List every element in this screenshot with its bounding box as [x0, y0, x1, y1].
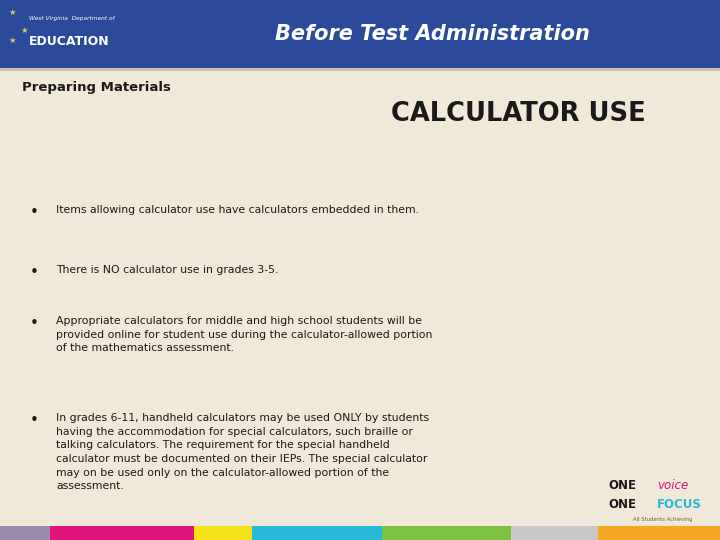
Text: Items allowing calculator use have calculators embedded in them.: Items allowing calculator use have calcu… [56, 205, 419, 215]
Text: Before Test Administration: Before Test Administration [274, 24, 590, 44]
Text: •: • [30, 316, 39, 331]
Bar [0, 526, 50, 540]
Text: FOCUS: FOCUS [657, 498, 702, 511]
Text: EDUCATION: EDUCATION [29, 35, 109, 49]
Text: ONE: ONE [608, 479, 636, 492]
Text: There is NO calculator use in grades 3-5.: There is NO calculator use in grades 3-5… [56, 265, 279, 275]
Bar [382, 526, 511, 540]
Text: CALCULATOR USE: CALCULATOR USE [391, 101, 646, 127]
Bar [50, 526, 194, 540]
Text: Appropriate calculators for middle and high school students will be
provided onl: Appropriate calculators for middle and h… [56, 316, 433, 353]
Bar [0, 0, 720, 68]
Text: ★: ★ [9, 36, 16, 45]
Text: West Virginia  Department of: West Virginia Department of [29, 16, 114, 22]
Text: ONE: ONE [608, 498, 636, 511]
Bar [511, 526, 598, 540]
Text: In grades 6-11, handheld calculators may be used ONLY by students
having the acc: In grades 6-11, handheld calculators may… [56, 413, 429, 491]
Text: All Students Achieving: All Students Achieving [633, 517, 692, 522]
Bar [0, 71, 720, 526]
Bar [598, 526, 720, 540]
Text: ★: ★ [9, 8, 16, 17]
Text: •: • [30, 265, 39, 280]
Bar [0, 68, 720, 71]
Text: voice: voice [657, 479, 688, 492]
Text: Preparing Materials: Preparing Materials [22, 81, 171, 94]
Bar [194, 526, 252, 540]
Bar [252, 526, 382, 540]
Text: •: • [30, 413, 39, 428]
Text: •: • [30, 205, 39, 220]
Text: ★: ★ [20, 26, 27, 35]
